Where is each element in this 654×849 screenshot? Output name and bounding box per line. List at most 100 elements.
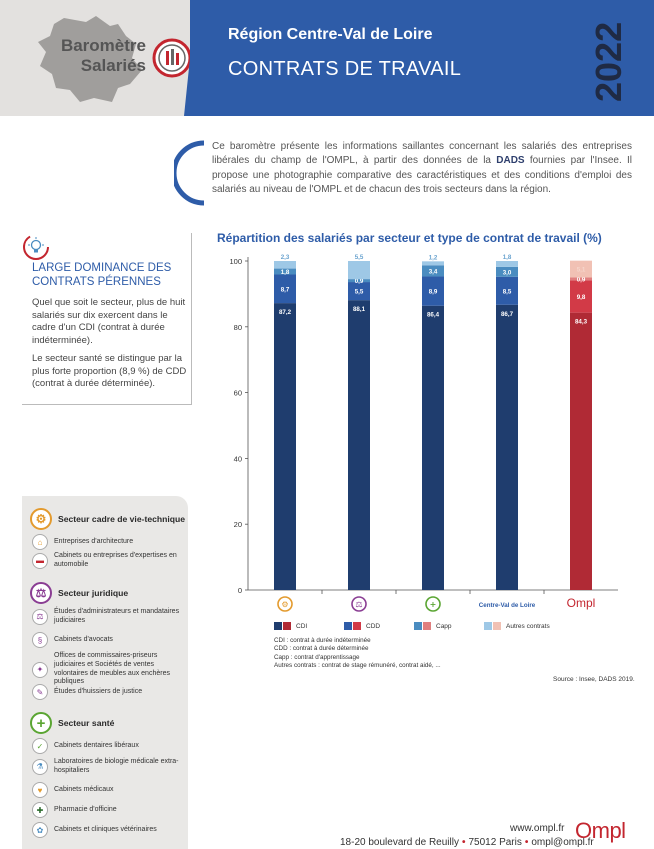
data-label: 8,9 (429, 289, 438, 296)
bar-segment (348, 282, 370, 301)
header-logo-area: Baromètre Salariés (0, 0, 196, 116)
list-item: ⚗ Laboratoires de biologie médicale extr… (32, 758, 182, 776)
x-category-label: Ompl (567, 596, 596, 610)
email-link[interactable]: ompl@ompl.fr (531, 837, 594, 848)
sector-label: Secteur cadre de vie-technique (58, 514, 186, 524)
bar-segment (422, 305, 444, 590)
scales-icon-glyph: ⚖ (355, 600, 362, 609)
bar-segment (496, 261, 518, 267)
data-label: 0,9 (355, 278, 364, 285)
health-cross-icon: + (30, 712, 52, 734)
key-finding-text-2: Le secteur santé se distingue par la plu… (32, 353, 187, 390)
list-item: § Cabinets d'avocats (32, 632, 182, 648)
bar-segment (274, 261, 296, 269)
bar-segment (422, 261, 444, 266)
legend-cdi: CDI (274, 622, 344, 630)
bar-segment (496, 266, 518, 277)
year-label: 2022 (588, 22, 629, 102)
chart-legend: CDI CDD Capp Autres contrats (274, 622, 554, 630)
sector-legend-panel: ⚙ Secteur cadre de vie-technique ⌂ Entre… (22, 496, 188, 849)
health-cross-icon-glyph: + (430, 600, 437, 609)
page-header: Baromètre Salariés Région Centre-Val de … (0, 0, 654, 116)
list-item: ✿ Cabinets et cliniques vétérinaires (32, 822, 182, 838)
intro-paragraph: Ce baromètre présente les informations s… (212, 140, 632, 198)
pharmacy-icon: ✚ (32, 802, 48, 818)
health-cross-icon (425, 596, 441, 612)
administrator-icon: ⚖ (32, 608, 48, 625)
list-item: ♥ Cabinets médicaux (32, 782, 182, 798)
bar-segment (348, 300, 370, 590)
gear-cadre-icon (277, 596, 293, 612)
abbreviation-cdd: CDD : contrat à durée déterminée (274, 645, 369, 653)
legend-capp: Capp (414, 622, 484, 630)
y-tick-label: 0 (238, 586, 242, 595)
y-tick-label: 100 (229, 257, 242, 266)
intro-text-before: Ce baromètre présente les informations s… (212, 141, 632, 167)
bar-segment (274, 303, 296, 590)
lightbulb-icon (23, 234, 49, 260)
stacked-bar-chart: 0 20 40 60 80 100 87,2 8,7 1,8 2,3 ⚙ 88,1 5,5 0,9 5,5 ⚖… (229, 254, 618, 612)
source-note: Source : Insee, DADS 2019. (553, 676, 635, 683)
bar-segment (422, 276, 444, 306)
y-tick-label: 20 (234, 520, 242, 529)
bar-segment (496, 304, 518, 590)
sector-sante: + Secteur santé (30, 712, 114, 734)
list-item: ▬ Cabinets ou entreprises d'expertises e… (32, 552, 182, 570)
key-finding-title: LARGE DOMINANCE DES CONTRATS PÉRENNES (32, 262, 172, 288)
sector-juridique: ⚖ Secteur juridique (30, 582, 128, 604)
data-label: 84,3 (575, 319, 588, 326)
data-label: 9,8 (577, 294, 586, 301)
intro-highlight: DADS (496, 155, 525, 167)
veterinary-icon: ✿ (32, 822, 48, 838)
gear-cadre-icon-glyph: ⚙ (281, 600, 288, 609)
footer-address: 18-20 boulevard de Reuilly • 75012 Paris • o… (340, 837, 594, 848)
data-label: 86,7 (501, 311, 514, 318)
chart-title: Répartition des salariés par secteur et … (217, 231, 602, 245)
sector-label: Secteur santé (58, 718, 115, 728)
bar-segment (348, 261, 370, 280)
list-item: ⌂ Entreprises d'architecture (32, 534, 182, 550)
data-label: 3,0 (503, 269, 512, 276)
data-label: 8,7 (281, 286, 290, 293)
stethoscope-icon: ♥ (32, 782, 48, 798)
svg-text:2022: 2022 (588, 22, 629, 102)
data-label: 2,3 (281, 254, 290, 261)
section-title: CONTRATS DE TRAVAIL (228, 58, 462, 80)
bar-segment (274, 274, 296, 304)
data-label: 1,8 (281, 269, 290, 276)
footer-city: 75012 Paris (468, 837, 522, 848)
list-item: ✓ Cabinets dentaires libéraux (32, 738, 182, 754)
data-label: 86,4 (427, 312, 440, 319)
header-diagonal (184, 0, 210, 116)
legend-autres: Autres contrats (484, 622, 554, 630)
data-label: 87,2 (279, 309, 292, 316)
bar-segment (570, 312, 592, 590)
scales-icon: ⚖ (30, 582, 52, 604)
list-item: ⚖ Études d'administrateurs et mandataire… (32, 608, 182, 626)
architecture-icon: ⌂ (32, 534, 48, 550)
scales-icon (351, 596, 367, 612)
barometre-badge-icon (152, 38, 192, 78)
abbreviation-autres: Autres contrats : contrat de stage rémun… (274, 662, 441, 670)
data-label: 0,9 (577, 276, 586, 283)
data-label: 5,1 (577, 267, 586, 274)
gavel-icon: ✦ (32, 661, 48, 678)
data-label: 1,8 (503, 254, 512, 261)
bar-segment (570, 260, 592, 278)
y-tick-label: 80 (234, 323, 242, 332)
bar-segment (422, 265, 444, 277)
sector-cadre-de-vie: ⚙ Secteur cadre de vie-technique (30, 508, 185, 530)
website-link[interactable]: www.ompl.fr (510, 823, 565, 834)
data-label: 5,5 (355, 289, 364, 296)
x-category-label: Centre-Val de Loire (479, 602, 536, 609)
region-map-icon (38, 16, 142, 102)
abbreviations-list: CDI : contrat à durée indéterminée CDD :… (274, 637, 441, 671)
legend-cdd: CDD (344, 622, 414, 630)
lawyer-icon: § (32, 632, 48, 648)
gear-cadre-icon: ⚙ (30, 508, 52, 530)
y-tick-label: 60 (234, 389, 242, 398)
data-label: 5,5 (355, 254, 364, 261)
bar-segment (570, 280, 592, 313)
data-label: 8,5 (503, 288, 512, 295)
intro-bracket-decoration (174, 140, 205, 206)
